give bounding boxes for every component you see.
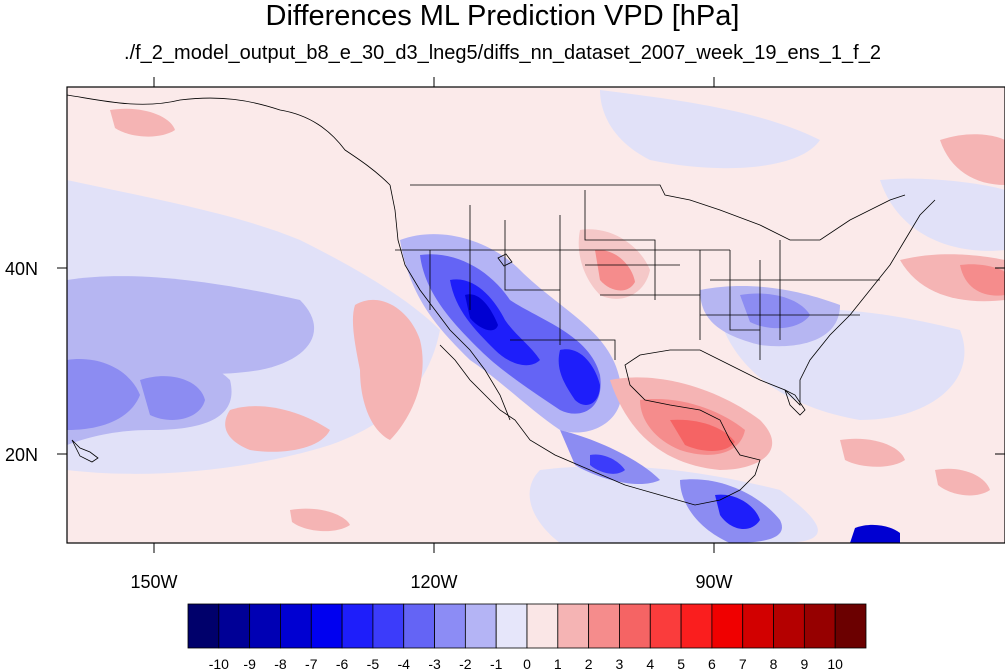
map-plot-area: [67, 87, 1005, 543]
colorbar-label: 8: [770, 656, 778, 672]
colorbar-label: -2: [459, 656, 472, 672]
colorbar-label: -7: [305, 656, 318, 672]
colorbar-swatch: [280, 603, 312, 649]
islands: [71, 253, 806, 463]
colorbar-swatch: [372, 603, 405, 649]
lon-label-120w: 120W: [410, 572, 457, 592]
colorbar-swatch: [773, 603, 805, 649]
vpd-difference-field: [67, 90, 1005, 543]
map-subtitle: ./f_2_model_output_b8_e_30_d3_lneg5/diff…: [124, 42, 881, 64]
colorbar-swatch: [680, 603, 713, 649]
map-ticks: [57, 77, 1005, 553]
colorbar-swatch: [464, 603, 497, 649]
map-frame: [66, 86, 1005, 544]
colorbar-label: -4: [398, 656, 411, 672]
colorbar-label: 0: [523, 656, 531, 672]
colorbar-label: 1: [554, 656, 562, 672]
colorbar-swatch: [403, 603, 435, 649]
colorbar-swatch: [495, 603, 528, 649]
lat-labels: 40N 20N: [5, 259, 38, 465]
lon-label-150w: 150W: [130, 572, 177, 592]
colorbar-label: 5: [677, 656, 685, 672]
colorbar: -10 -9 -8 -7 -6 -5 -4 -3 -2 -1 0 1 2 3 4 5 6 7 8 9 10: [187, 603, 867, 672]
colorbar-swatch: [218, 603, 251, 649]
map-title: Differences ML Prediction VPD [hPa]: [265, 0, 740, 32]
colorbar-swatch: [742, 603, 774, 649]
colorbar-swatch: [557, 603, 590, 649]
colorbar-label: 9: [800, 656, 808, 672]
colorbar-label: -8: [274, 656, 287, 672]
colorbar-label: 3: [616, 656, 624, 672]
colorbar-label: 4: [646, 656, 654, 672]
colorbar-label: -6: [336, 656, 349, 672]
coastlines-borders: [67, 94, 936, 506]
colorbar-swatch: [803, 603, 836, 649]
colorbar-swatch: [187, 603, 220, 649]
colorbar-swatch: [649, 603, 682, 649]
colorbar-swatch: [588, 603, 620, 649]
lat-label-40n: 40N: [5, 259, 38, 279]
colorbar-swatch: [834, 603, 867, 649]
colorbar-swatch: [434, 603, 466, 649]
colorbar-swatch: [711, 603, 744, 649]
colorbar-label: -5: [367, 656, 380, 672]
colorbar-swatch: [526, 603, 559, 649]
colorbar-swatch: [310, 603, 343, 649]
colorbar-label: -10: [209, 656, 229, 672]
colorbar-swatch: [341, 603, 374, 649]
colorbar-swatch: [249, 603, 281, 649]
colorbar-label: 7: [739, 656, 747, 672]
colorbar-label: 6: [708, 656, 716, 672]
colorbar-swatch: [619, 603, 651, 649]
colorbar-label: 10: [827, 656, 843, 672]
colorbar-label: -9: [243, 656, 256, 672]
lon-labels: 150W 120W 90W: [130, 572, 732, 592]
colorbar-label: -3: [428, 656, 441, 672]
colorbar-label: 2: [585, 656, 593, 672]
colorbar-label: -1: [490, 656, 503, 672]
lat-label-20n: 20N: [5, 445, 38, 465]
lon-label-90w: 90W: [695, 572, 732, 592]
